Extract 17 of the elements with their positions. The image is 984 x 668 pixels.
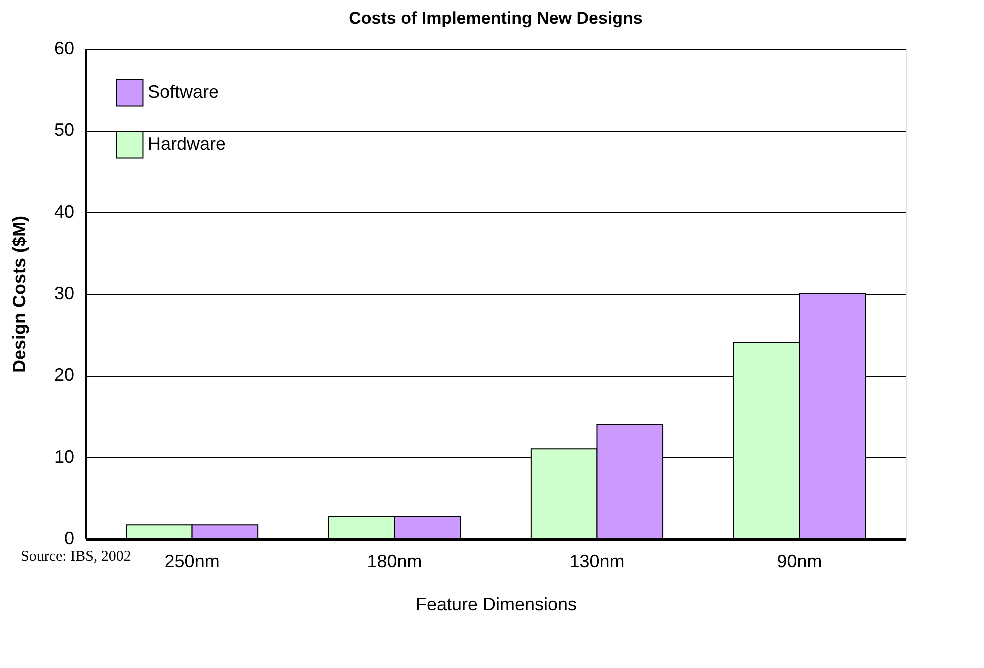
- x-tick-label: 180nm: [367, 552, 422, 572]
- legend-label: Hardware: [148, 134, 226, 154]
- y-tick-label: 50: [54, 120, 74, 140]
- x-tick-label: 130nm: [570, 552, 625, 572]
- y-tick-label: 20: [54, 365, 74, 386]
- y-axis-title: Design Costs ($M): [9, 216, 30, 374]
- y-tick-label: 10: [54, 446, 74, 467]
- x-axis-title: Feature Dimensions: [416, 594, 578, 614]
- y-tick-label: 40: [54, 202, 74, 222]
- y-tick-label: 30: [54, 284, 74, 304]
- source-note: Source: IBS, 2002: [21, 549, 132, 565]
- chart-title: Costs of Implementing New Designs: [349, 9, 643, 28]
- y-tick-label: 60: [54, 38, 74, 58]
- y-tick-label: 0: [64, 528, 74, 548]
- x-tick-label: 250nm: [164, 552, 220, 572]
- x-tick-label: 90nm: [777, 552, 822, 572]
- legend-label: Software: [148, 82, 220, 102]
